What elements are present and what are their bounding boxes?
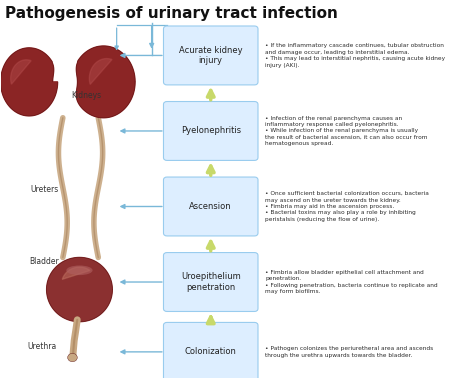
Polygon shape: [90, 59, 112, 85]
Text: Urethra: Urethra: [27, 342, 57, 351]
Text: Ascension: Ascension: [190, 202, 232, 211]
Text: Acurate kidney
injury: Acurate kidney injury: [179, 46, 243, 65]
FancyBboxPatch shape: [164, 26, 258, 85]
Text: Kidneys: Kidneys: [71, 91, 101, 100]
Text: Pyelonephritis: Pyelonephritis: [181, 127, 241, 135]
Text: Uroepithelium
penetration: Uroepithelium penetration: [181, 273, 241, 292]
Polygon shape: [62, 267, 90, 279]
FancyBboxPatch shape: [164, 323, 258, 379]
Ellipse shape: [68, 353, 77, 362]
Text: • Pathogen colonizes the periuretheral area and ascends
through the urethra upwa: • Pathogen colonizes the periuretheral a…: [265, 346, 434, 357]
Polygon shape: [46, 257, 112, 322]
FancyBboxPatch shape: [164, 102, 258, 160]
Text: • Once sufficient bacterial colonization occurs, bacteria
may ascend on the uret: • Once sufficient bacterial colonization…: [265, 191, 429, 222]
Text: Bladder: Bladder: [29, 257, 59, 266]
Text: Ureters: Ureters: [30, 185, 59, 194]
Text: Colonization: Colonization: [185, 348, 237, 356]
Text: • Infection of the renal parenchyma causes an
inflammatory response called pyelo: • Infection of the renal parenchyma caus…: [265, 116, 428, 146]
Polygon shape: [10, 60, 31, 84]
FancyBboxPatch shape: [164, 252, 258, 312]
Text: Pathogenesis of urinary tract infection: Pathogenesis of urinary tract infection: [5, 6, 338, 21]
Text: • If the inflammatory cascade continues, tubular obstruction
and damage occur, l: • If the inflammatory cascade continues,…: [265, 43, 446, 67]
Text: • Fimbria allow bladder epithelial cell attachment and
penetration.
• Following : • Fimbria allow bladder epithelial cell …: [265, 270, 438, 294]
Polygon shape: [0, 48, 57, 116]
Ellipse shape: [66, 266, 92, 275]
Polygon shape: [76, 46, 135, 118]
FancyBboxPatch shape: [164, 177, 258, 236]
